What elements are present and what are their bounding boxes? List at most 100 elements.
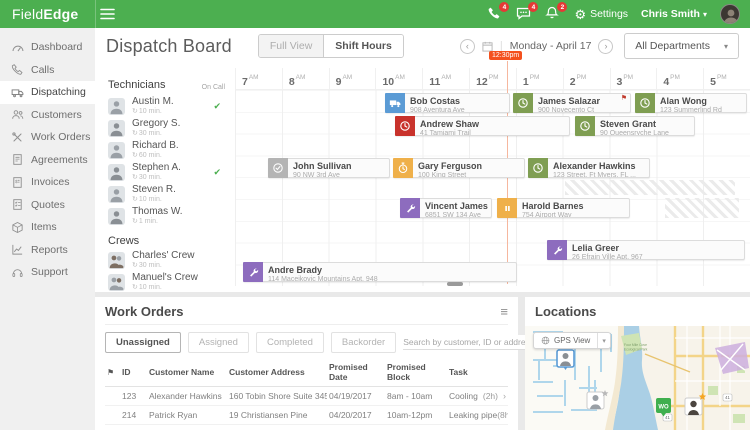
sidebar-item-work-orders[interactable]: Work Orders bbox=[0, 126, 95, 149]
sync-icon: ↻ bbox=[132, 129, 138, 137]
table-row[interactable]: 214 Patrick Ryan 19 Christiansen Pine 04… bbox=[105, 405, 508, 425]
wrench-icon bbox=[547, 240, 567, 260]
app-logo: FieldEdge bbox=[12, 6, 79, 22]
crew-row[interactable]: Manuel's Crew ↻10 min. bbox=[95, 271, 235, 293]
sync-icon: ↻ bbox=[132, 151, 138, 159]
list-view-icon[interactable]: ≡ bbox=[500, 304, 508, 319]
timeline-hours: 7AM 8AM 9AM 10AM 11AM 12PM 1PM 2PM 3PM 4… bbox=[235, 68, 750, 90]
crew-row[interactable]: Charles' Crew ↻30 min. bbox=[95, 249, 235, 271]
schedule-grid: Bob Costas 908 Aventura Ave James Salazar… bbox=[235, 90, 750, 286]
shift-hours-button[interactable]: Shift Hours bbox=[323, 35, 403, 57]
menu-icon[interactable] bbox=[100, 8, 116, 20]
bell-badge: 2 bbox=[557, 2, 568, 12]
departments-dropdown[interactable]: All Departments ▾ bbox=[624, 33, 739, 59]
calendar-icon[interactable] bbox=[482, 41, 493, 52]
appointment-block[interactable]: James Salazar 900 Novecento Ct ⚑ bbox=[513, 93, 631, 113]
appointment-block[interactable]: Bob Costas 908 Aventura Ave bbox=[385, 93, 510, 113]
technician-row[interactable]: Steven R. ↻10 min. bbox=[95, 183, 235, 205]
map[interactable]: GPS View ▾ bbox=[525, 326, 750, 430]
appointment-block[interactable]: Andrew Shaw 41 Tamiami Trail bbox=[395, 116, 570, 136]
technician-avatar bbox=[108, 207, 125, 225]
sidebar-item-items[interactable]: Items bbox=[0, 216, 95, 239]
sync-icon: ↻ bbox=[132, 261, 138, 269]
wrench-icon bbox=[400, 198, 420, 218]
technician-row[interactable]: Austin M. ↻10 min. ✔ bbox=[95, 95, 235, 117]
user-avatar[interactable] bbox=[720, 4, 740, 24]
appointment-block[interactable]: Lelia Greer 26 Efrain Ville Apt. 967 bbox=[547, 240, 745, 260]
crew-avatar bbox=[108, 273, 125, 291]
column-header: Customer Name bbox=[147, 359, 227, 387]
page-title: Dispatch Board bbox=[106, 35, 232, 56]
check-circle-icon bbox=[268, 158, 288, 178]
next-day-button[interactable]: › bbox=[598, 38, 614, 54]
sidebar-item-invoices[interactable]: $ Invoices bbox=[13, 176, 70, 189]
sync-icon: ↻ bbox=[132, 195, 138, 203]
dispatch-board-panel: Dispatch Board Full View Shift Hours ‹ |… bbox=[95, 28, 750, 292]
appointment-block[interactable]: Gary Ferguson 100 King Street bbox=[393, 158, 525, 178]
tab-unassigned[interactable]: Unassigned bbox=[105, 332, 181, 353]
crew-avatar bbox=[108, 251, 125, 269]
chevron-right-icon[interactable]: › bbox=[503, 391, 506, 401]
flag-column-header: ⚑ bbox=[105, 359, 120, 387]
appointment-block[interactable]: Vincent James 6851 SW 134 Ave bbox=[400, 198, 492, 218]
locations-panel: Locations GPS View ▾ bbox=[525, 297, 750, 430]
appointment-block[interactable]: Alexander Hawkins 123 Street, Ft Myers, F… bbox=[528, 158, 650, 178]
tab-backorder[interactable]: Backorder bbox=[330, 332, 397, 353]
technician-avatar bbox=[108, 163, 125, 181]
settings-button[interactable]: ⚙ Settings bbox=[574, 6, 629, 22]
clock-icon bbox=[395, 116, 415, 136]
appointment-block[interactable]: Andre Brady 114 Macejkovic Mountains Apt.… bbox=[243, 262, 517, 282]
chat-notifications-icon[interactable]: 4 bbox=[516, 2, 539, 22]
sidebar-item-support[interactable]: Support bbox=[0, 261, 95, 284]
unavailable-time bbox=[665, 198, 739, 218]
technician-row[interactable]: Stephen A. ↻30 min. ✔ bbox=[95, 161, 235, 183]
search-input[interactable] bbox=[403, 335, 532, 350]
sidebar-item-agreements[interactable]: Agreements bbox=[0, 149, 95, 172]
clock-icon bbox=[575, 116, 595, 136]
svg-text:41: 41 bbox=[725, 395, 730, 400]
unavailable-time bbox=[565, 180, 735, 195]
sidebar-item-quotes[interactable]: Quotes bbox=[0, 194, 95, 217]
gps-view-dropdown[interactable]: GPS View ▾ bbox=[533, 332, 611, 349]
on-call-check-icon: ✔ bbox=[213, 166, 221, 177]
sidebar-item-dispatching[interactable]: Dispatching bbox=[0, 81, 95, 104]
gear-icon: ⚙ bbox=[574, 6, 587, 22]
phone-badge: 4 bbox=[499, 2, 510, 12]
date-navigator: ‹ | Monday - April 17 › bbox=[459, 38, 614, 54]
prev-day-button[interactable]: ‹ bbox=[459, 38, 475, 54]
bell-notifications-icon[interactable]: 2 bbox=[545, 2, 568, 22]
map-canvas: Four Mile Cove Ecological Park bbox=[525, 326, 750, 430]
appointment-block[interactable]: Alan Wong 123 Summerlind Rd bbox=[635, 93, 747, 113]
appointment-block[interactable]: John Sullivan 90 NW 3rd Ave bbox=[268, 158, 390, 178]
horizontal-scrollbar[interactable] bbox=[447, 282, 463, 286]
work-orders-panel: Work Orders ≡ Unassigned Assigned Comple… bbox=[95, 297, 557, 430]
tab-assigned[interactable]: Assigned bbox=[187, 332, 249, 353]
technician-row[interactable]: Richard B. ↻60 min. bbox=[95, 139, 235, 161]
svg-text:$: $ bbox=[15, 179, 18, 184]
map-tech-marker bbox=[684, 393, 707, 416]
sidebar-item-customers[interactable]: Customers bbox=[0, 104, 95, 127]
appointment-block[interactable]: Steven Grant 90 Queensryche Lane bbox=[575, 116, 695, 136]
sidebar-item-reports[interactable]: Reports bbox=[0, 239, 95, 262]
appointment-block[interactable]: Harold Barnes 754 Airport Way bbox=[497, 198, 630, 218]
map-tech-marker bbox=[556, 349, 575, 370]
table-row[interactable]: 123 Alexander Hawkins 160 Tobin Shore Su… bbox=[105, 386, 508, 406]
phone-notifications-icon[interactable]: 4 bbox=[487, 2, 510, 22]
column-header: Promised Date bbox=[327, 359, 385, 387]
full-view-button[interactable]: Full View bbox=[258, 35, 324, 57]
table-row[interactable]: ⚑ 234 James Salazar 554 Auer Crest 04/18… bbox=[105, 424, 508, 430]
technician-row[interactable]: Gregory S. ↻30 min. bbox=[95, 117, 235, 139]
sidebar-item-dashboard[interactable]: Dashboard bbox=[0, 36, 95, 59]
tab-completed[interactable]: Completed bbox=[255, 332, 324, 353]
svg-text:Four Mile Cove: Four Mile Cove bbox=[624, 343, 647, 347]
sync-icon: ↻ bbox=[132, 173, 138, 181]
on-call-check-icon: ✔ bbox=[213, 100, 221, 111]
work-orders-table: ⚑ ID Customer Name Customer Address Prom… bbox=[105, 359, 508, 430]
technician-row[interactable]: Thomas W. ↻1 min. bbox=[95, 205, 235, 227]
chevron-down-icon: ▾ bbox=[723, 41, 728, 51]
user-menu[interactable]: Chris Smith ▾ bbox=[641, 8, 707, 20]
sidebar-item-calls[interactable]: Calls bbox=[0, 59, 95, 82]
svg-text:41: 41 bbox=[665, 415, 670, 420]
technician-list: Technicians On Call Austin M. ↻10 min. ✔… bbox=[95, 68, 235, 291]
current-date-label: Monday - April 17 bbox=[509, 40, 592, 52]
